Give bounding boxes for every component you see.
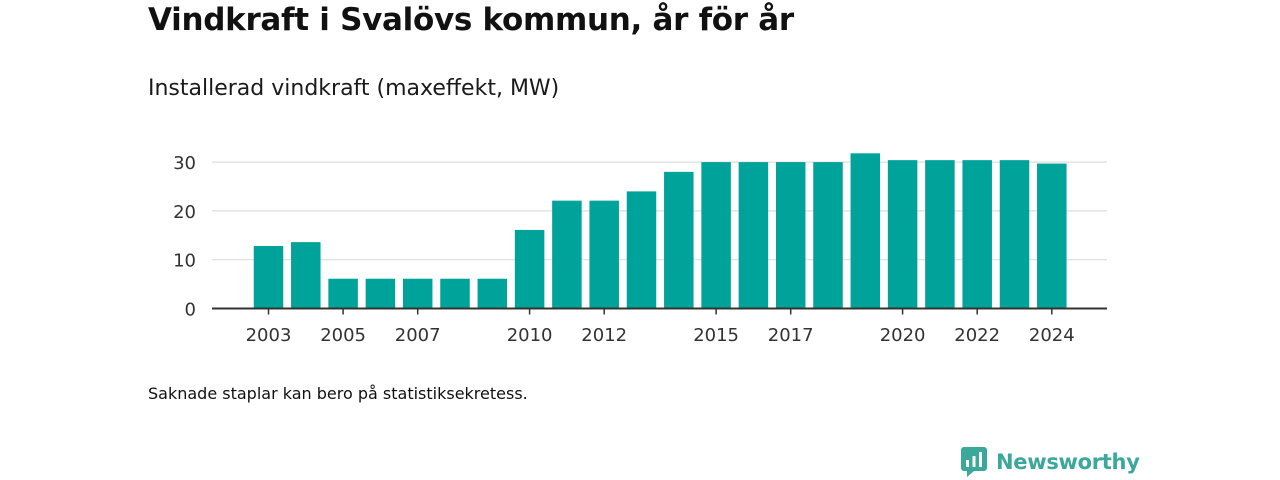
bar <box>1037 163 1067 309</box>
bar <box>925 160 955 309</box>
y-tick-label: 10 <box>173 251 196 272</box>
bar <box>850 153 881 309</box>
x-tick-label: 2024 <box>1029 325 1075 346</box>
bar <box>813 162 843 309</box>
x-tick-label: 2012 <box>581 325 627 346</box>
x-tick-label: 2017 <box>768 325 814 346</box>
bar <box>402 278 433 309</box>
bar <box>775 162 806 309</box>
bar <box>477 278 508 309</box>
bar-chart: 0 10 20 30 2003 2005 2007 2010 2012 2015 2017 2020 2… <box>173 153 1107 346</box>
bar <box>440 278 470 309</box>
bar <box>514 229 545 309</box>
x-tick-label: 2007 <box>395 325 441 346</box>
bar <box>962 160 992 309</box>
chart-title: Vindkraft i Svalövs kommun, år för år <box>148 2 794 38</box>
y-tick-label: 30 <box>173 153 196 174</box>
x-tick-label: 2015 <box>693 325 739 346</box>
bar <box>552 200 582 309</box>
bar <box>664 171 694 309</box>
bar <box>701 162 731 309</box>
bar <box>626 191 657 309</box>
y-tick-label: 20 <box>173 202 196 223</box>
x-tick-label: 2010 <box>507 325 553 346</box>
x-tick-label: 2003 <box>246 325 292 346</box>
x-tick-label: 2005 <box>320 325 366 346</box>
bar <box>328 278 358 309</box>
chart-subtitle: Installerad vindkraft (maxeffekt, MW) <box>148 76 560 101</box>
bar <box>291 242 321 309</box>
bar <box>887 160 918 309</box>
bar <box>365 278 396 309</box>
bar <box>253 246 284 309</box>
y-tick-label: 0 <box>185 300 196 321</box>
brand-logo: Newsworthy <box>960 446 1140 478</box>
bar <box>589 200 619 309</box>
x-tick-label: 2022 <box>954 325 1000 346</box>
bar <box>999 160 1030 309</box>
x-tick-label: 2020 <box>880 325 926 346</box>
bar <box>738 162 769 309</box>
newsworthy-logo-icon <box>961 447 987 477</box>
footnote: Saknade staplar kan bero på statistiksek… <box>148 384 528 403</box>
brand-name: Newsworthy <box>996 450 1140 474</box>
